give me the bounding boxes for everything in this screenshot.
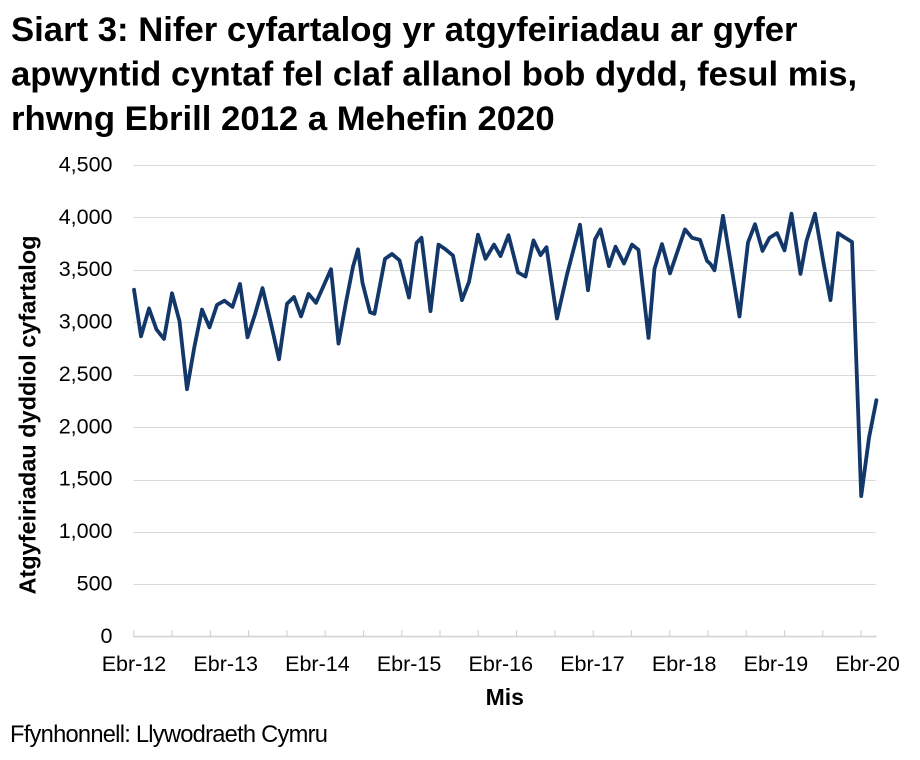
svg-text:apwyntid cyntaf fel claf allan: apwyntid cyntaf fel claf allanol bob dyd…: [11, 56, 857, 94]
svg-text:Siart 3: Nifer cyfartalog yr a: Siart 3: Nifer cyfartalog yr atgyfeiriad…: [11, 11, 798, 49]
svg-text:4,500: 4,500: [59, 152, 113, 176]
svg-text:Ebr-20: Ebr-20: [835, 652, 900, 676]
svg-text:Mis: Mis: [486, 684, 524, 710]
svg-text:3,000: 3,000: [59, 310, 113, 334]
svg-text:Ebr-16: Ebr-16: [469, 652, 534, 676]
svg-text:500: 500: [77, 572, 113, 596]
svg-text:Ebr-19: Ebr-19: [744, 652, 809, 676]
svg-text:3,500: 3,500: [59, 257, 113, 281]
svg-text:1,000: 1,000: [59, 519, 113, 543]
svg-text:Atgyfeiriadau dyddiol cyfartal: Atgyfeiriadau dyddiol cyfartalog: [15, 235, 41, 594]
svg-text:1,500: 1,500: [59, 467, 113, 491]
svg-text:Ffynhonnell: Llywodraeth Cymru: Ffynhonnell: Llywodraeth Cymru: [10, 722, 327, 748]
svg-text:Ebr-13: Ebr-13: [193, 652, 258, 676]
svg-text:Ebr-15: Ebr-15: [377, 652, 442, 676]
svg-text:Ebr-14: Ebr-14: [285, 652, 350, 676]
svg-text:4,000: 4,000: [59, 205, 113, 229]
svg-text:Ebr-17: Ebr-17: [560, 652, 625, 676]
svg-text:2,500: 2,500: [59, 362, 113, 386]
svg-text:rhwng Ebrill 2012 a Mehefin 20: rhwng Ebrill 2012 a Mehefin 2020: [11, 100, 555, 138]
svg-text:0: 0: [101, 624, 113, 648]
svg-text:Ebr-12: Ebr-12: [102, 652, 167, 676]
svg-text:2,000: 2,000: [59, 414, 113, 438]
svg-text:Ebr-18: Ebr-18: [652, 652, 717, 676]
